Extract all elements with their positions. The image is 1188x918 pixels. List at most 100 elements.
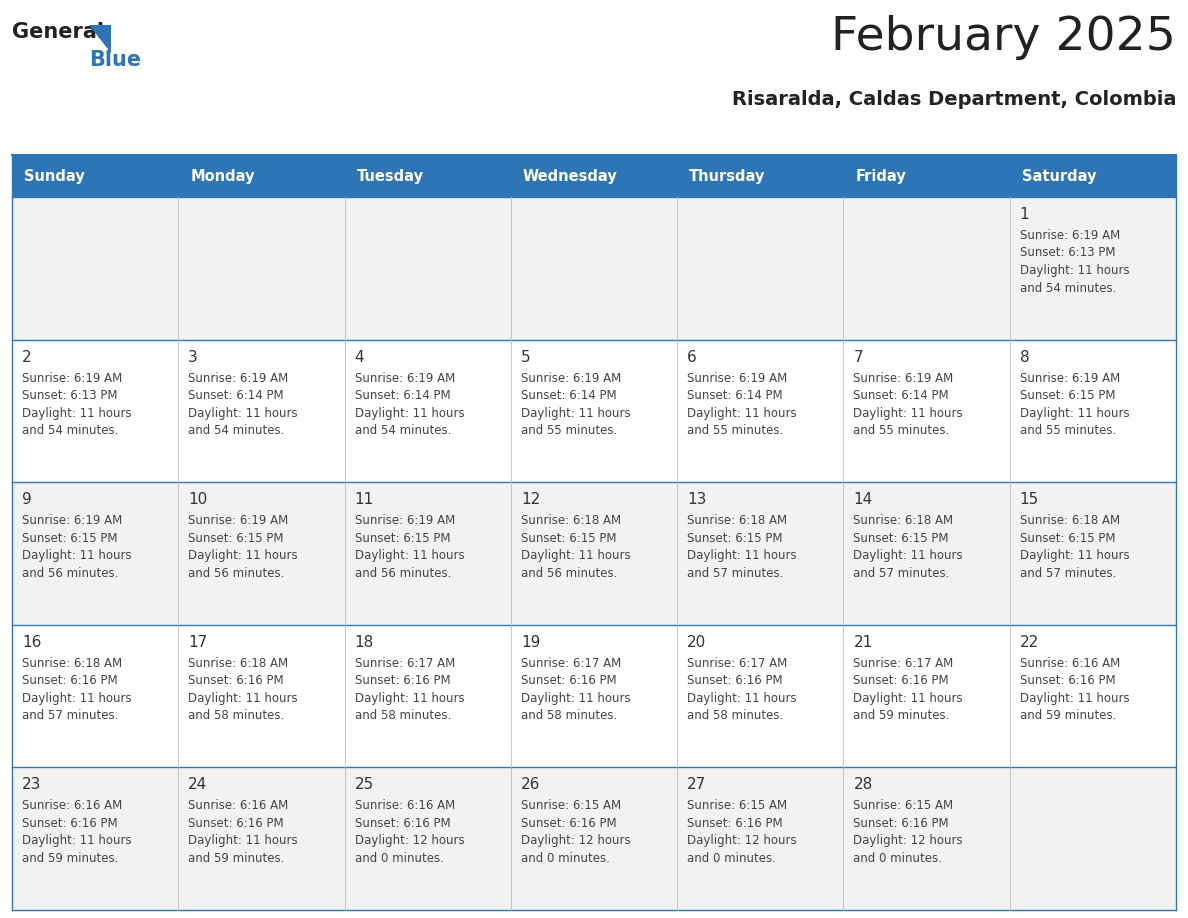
Text: General: General: [12, 22, 105, 42]
Text: Daylight: 11 hours: Daylight: 11 hours: [188, 834, 298, 847]
Text: Sunrise: 6:18 AM: Sunrise: 6:18 AM: [687, 514, 788, 527]
Text: Sunset: 6:16 PM: Sunset: 6:16 PM: [853, 817, 949, 830]
Text: 25: 25: [354, 778, 374, 792]
Text: 19: 19: [520, 635, 541, 650]
Text: and 59 minutes.: and 59 minutes.: [23, 852, 119, 865]
Text: Sunset: 6:15 PM: Sunset: 6:15 PM: [687, 532, 783, 544]
Text: Daylight: 11 hours: Daylight: 11 hours: [354, 549, 465, 562]
Text: and 56 minutes.: and 56 minutes.: [23, 566, 119, 579]
Text: Sunset: 6:15 PM: Sunset: 6:15 PM: [188, 532, 284, 544]
Text: Daylight: 11 hours: Daylight: 11 hours: [23, 407, 132, 420]
Text: Friday: Friday: [855, 169, 906, 184]
Bar: [12, 767, 1176, 910]
Text: Sunrise: 6:18 AM: Sunrise: 6:18 AM: [23, 656, 122, 670]
Text: Daylight: 11 hours: Daylight: 11 hours: [188, 692, 298, 705]
Text: Daylight: 12 hours: Daylight: 12 hours: [853, 834, 963, 847]
Text: and 56 minutes.: and 56 minutes.: [520, 566, 618, 579]
Text: 23: 23: [23, 778, 42, 792]
Text: Daylight: 11 hours: Daylight: 11 hours: [188, 549, 298, 562]
Text: Sunset: 6:15 PM: Sunset: 6:15 PM: [853, 532, 949, 544]
Text: and 55 minutes.: and 55 minutes.: [1019, 424, 1116, 437]
Text: Wednesday: Wednesday: [523, 169, 618, 184]
Text: Sunrise: 6:19 AM: Sunrise: 6:19 AM: [687, 372, 788, 385]
Text: and 54 minutes.: and 54 minutes.: [23, 424, 119, 437]
Text: 9: 9: [23, 492, 32, 508]
Text: Sunrise: 6:16 AM: Sunrise: 6:16 AM: [1019, 656, 1120, 670]
Text: Sunset: 6:15 PM: Sunset: 6:15 PM: [520, 532, 617, 544]
Text: Sunrise: 6:16 AM: Sunrise: 6:16 AM: [188, 800, 289, 812]
Text: 20: 20: [687, 635, 707, 650]
Text: Daylight: 11 hours: Daylight: 11 hours: [354, 407, 465, 420]
Text: Daylight: 11 hours: Daylight: 11 hours: [687, 692, 797, 705]
Text: 26: 26: [520, 778, 541, 792]
Text: 21: 21: [853, 635, 873, 650]
Text: and 55 minutes.: and 55 minutes.: [853, 424, 949, 437]
Text: Sunrise: 6:19 AM: Sunrise: 6:19 AM: [23, 514, 122, 527]
Text: 13: 13: [687, 492, 707, 508]
Text: Sunset: 6:13 PM: Sunset: 6:13 PM: [1019, 247, 1116, 260]
Text: Sunset: 6:16 PM: Sunset: 6:16 PM: [853, 675, 949, 688]
Text: and 58 minutes.: and 58 minutes.: [520, 710, 617, 722]
Text: and 0 minutes.: and 0 minutes.: [853, 852, 942, 865]
Text: and 56 minutes.: and 56 minutes.: [354, 566, 451, 579]
Text: and 54 minutes.: and 54 minutes.: [354, 424, 451, 437]
Text: and 54 minutes.: and 54 minutes.: [1019, 282, 1116, 295]
Text: Sunset: 6:16 PM: Sunset: 6:16 PM: [23, 675, 118, 688]
Text: and 0 minutes.: and 0 minutes.: [520, 852, 609, 865]
Text: Daylight: 11 hours: Daylight: 11 hours: [520, 692, 631, 705]
Text: Daylight: 11 hours: Daylight: 11 hours: [1019, 407, 1130, 420]
Text: Daylight: 11 hours: Daylight: 11 hours: [687, 549, 797, 562]
Text: and 57 minutes.: and 57 minutes.: [687, 566, 784, 579]
Text: Daylight: 11 hours: Daylight: 11 hours: [23, 692, 132, 705]
Text: Sunset: 6:14 PM: Sunset: 6:14 PM: [188, 389, 284, 402]
Text: Sunset: 6:16 PM: Sunset: 6:16 PM: [188, 817, 284, 830]
Text: 8: 8: [1019, 350, 1029, 364]
Text: 6: 6: [687, 350, 697, 364]
Text: Sunday: Sunday: [24, 169, 84, 184]
Text: Sunrise: 6:19 AM: Sunrise: 6:19 AM: [1019, 229, 1120, 242]
Text: 27: 27: [687, 778, 707, 792]
Text: Sunset: 6:14 PM: Sunset: 6:14 PM: [520, 389, 617, 402]
Text: Sunrise: 6:16 AM: Sunrise: 6:16 AM: [354, 800, 455, 812]
Text: Sunset: 6:13 PM: Sunset: 6:13 PM: [23, 389, 118, 402]
Text: Sunset: 6:16 PM: Sunset: 6:16 PM: [520, 817, 617, 830]
Text: 2: 2: [23, 350, 32, 364]
Text: and 55 minutes.: and 55 minutes.: [520, 424, 617, 437]
Text: Sunset: 6:15 PM: Sunset: 6:15 PM: [1019, 532, 1116, 544]
Text: Daylight: 11 hours: Daylight: 11 hours: [1019, 549, 1130, 562]
Text: Sunset: 6:14 PM: Sunset: 6:14 PM: [687, 389, 783, 402]
Text: Sunrise: 6:15 AM: Sunrise: 6:15 AM: [520, 800, 621, 812]
Text: and 58 minutes.: and 58 minutes.: [188, 710, 285, 722]
Text: Sunrise: 6:15 AM: Sunrise: 6:15 AM: [687, 800, 788, 812]
Text: Sunrise: 6:17 AM: Sunrise: 6:17 AM: [853, 656, 954, 670]
Text: Sunset: 6:16 PM: Sunset: 6:16 PM: [520, 675, 617, 688]
Text: Sunset: 6:15 PM: Sunset: 6:15 PM: [354, 532, 450, 544]
Text: Sunrise: 6:19 AM: Sunrise: 6:19 AM: [188, 514, 289, 527]
Text: 14: 14: [853, 492, 873, 508]
Text: Sunrise: 6:19 AM: Sunrise: 6:19 AM: [520, 372, 621, 385]
Text: Daylight: 12 hours: Daylight: 12 hours: [687, 834, 797, 847]
Text: and 0 minutes.: and 0 minutes.: [354, 852, 443, 865]
Text: and 57 minutes.: and 57 minutes.: [23, 710, 119, 722]
Text: 12: 12: [520, 492, 541, 508]
Text: Sunrise: 6:17 AM: Sunrise: 6:17 AM: [354, 656, 455, 670]
Polygon shape: [89, 25, 110, 53]
Text: Sunrise: 6:18 AM: Sunrise: 6:18 AM: [1019, 514, 1120, 527]
Text: Daylight: 11 hours: Daylight: 11 hours: [520, 407, 631, 420]
Text: Daylight: 11 hours: Daylight: 11 hours: [188, 407, 298, 420]
Bar: [12, 625, 1176, 767]
Text: and 0 minutes.: and 0 minutes.: [687, 852, 776, 865]
Text: Sunrise: 6:18 AM: Sunrise: 6:18 AM: [853, 514, 954, 527]
Text: 18: 18: [354, 635, 374, 650]
Text: February 2025: February 2025: [832, 15, 1176, 60]
Text: Daylight: 12 hours: Daylight: 12 hours: [520, 834, 631, 847]
Text: Daylight: 11 hours: Daylight: 11 hours: [1019, 692, 1130, 705]
Text: Sunset: 6:15 PM: Sunset: 6:15 PM: [23, 532, 118, 544]
Text: Sunrise: 6:16 AM: Sunrise: 6:16 AM: [23, 800, 122, 812]
Text: Sunrise: 6:19 AM: Sunrise: 6:19 AM: [23, 372, 122, 385]
Text: 24: 24: [188, 778, 208, 792]
Text: and 55 minutes.: and 55 minutes.: [687, 424, 783, 437]
Text: and 57 minutes.: and 57 minutes.: [1019, 566, 1116, 579]
Text: and 59 minutes.: and 59 minutes.: [188, 852, 285, 865]
Text: and 58 minutes.: and 58 minutes.: [354, 710, 450, 722]
